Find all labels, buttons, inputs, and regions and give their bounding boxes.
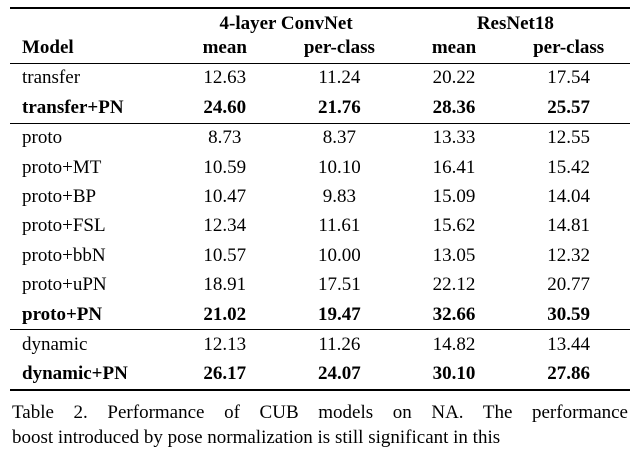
value-cell: 13.05 bbox=[432, 244, 476, 266]
value-cell: 10.59 bbox=[203, 156, 247, 178]
table-row-dynamic-pn: dynamic+PN 26.17 24.07 30.10 27.86 bbox=[10, 359, 630, 392]
value-cell: 15.09 bbox=[432, 185, 476, 207]
column-header-convnet-per-class: per-class bbox=[278, 35, 401, 64]
value-cell: 22.12 bbox=[432, 274, 476, 296]
value-cell: 10.47 bbox=[203, 185, 247, 207]
results-table: 4-layer ConvNet ResNet18 Model mean per-… bbox=[10, 7, 630, 392]
model-cell: dynamic+PN bbox=[10, 359, 172, 392]
value-cell: 10.00 bbox=[317, 244, 361, 266]
value-cell: 10.10 bbox=[317, 156, 361, 178]
table-row-proto-pn: proto+PN 21.02 19.47 32.66 30.59 bbox=[10, 300, 630, 330]
value-cell: 24.07 bbox=[278, 359, 401, 392]
table-caption: Table 2. Performance of CUB models on NA… bbox=[10, 400, 630, 450]
caption-line-1: Table 2. Performance of CUB models on NA… bbox=[12, 402, 628, 424]
table-row-dynamic: dynamic 12.13 11.26 14.82 13.44 bbox=[10, 329, 630, 360]
group-header-convnet: 4-layer ConvNet bbox=[219, 12, 353, 34]
value-cell: 11.26 bbox=[278, 329, 401, 360]
value-cell: 12.32 bbox=[547, 244, 590, 266]
table-row-proto-bp: proto+BP 10.47 9.83 15.09 14.04 bbox=[10, 182, 630, 211]
value-cell: 15.42 bbox=[547, 156, 590, 178]
value-cell: 12.55 bbox=[507, 122, 630, 154]
table-row-transfer: transfer 12.63 11.24 20.22 17.54 bbox=[10, 63, 630, 93]
value-cell: 20.22 bbox=[432, 67, 476, 89]
value-cell: 9.83 bbox=[322, 185, 356, 207]
model-cell: proto bbox=[10, 122, 172, 154]
caption-line-2: boost introduced by pose normalization i… bbox=[12, 427, 501, 449]
value-cell: 27.86 bbox=[507, 359, 630, 392]
column-header-convnet-mean: mean bbox=[171, 35, 278, 64]
group-header-resnet18: ResNet18 bbox=[476, 12, 554, 34]
model-cell: proto+FSL bbox=[22, 215, 106, 237]
value-cell: 13.44 bbox=[507, 329, 630, 360]
column-header-resnet-per-class: per-class bbox=[507, 35, 630, 64]
model-cell: proto+uPN bbox=[22, 274, 107, 296]
value-cell: 21.02 bbox=[203, 303, 247, 325]
table-row-proto-upn: proto+uPN 18.91 17.51 22.12 20.77 bbox=[10, 271, 630, 300]
model-cell: proto+BP bbox=[22, 185, 97, 207]
table-row-proto-bbn: proto+bbN 10.57 10.00 13.05 12.32 bbox=[10, 241, 630, 270]
value-cell: 14.82 bbox=[400, 329, 508, 360]
table-header: 4-layer ConvNet ResNet18 Model mean per-… bbox=[10, 8, 630, 64]
table-row-transfer-pn: transfer+PN 24.60 21.76 28.36 25.57 bbox=[10, 93, 630, 123]
value-cell: 17.54 bbox=[547, 67, 590, 89]
value-cell: 20.77 bbox=[547, 274, 590, 296]
value-cell: 32.66 bbox=[432, 303, 476, 325]
column-header-resnet-mean: mean bbox=[400, 35, 508, 64]
value-cell: 21.76 bbox=[317, 96, 361, 118]
table-row-proto-fsl: proto+FSL 12.34 11.61 15.62 14.81 bbox=[10, 212, 630, 241]
model-cell: proto+MT bbox=[22, 156, 102, 178]
value-cell: 30.10 bbox=[400, 359, 508, 392]
value-cell: 18.91 bbox=[203, 274, 247, 296]
model-cell: transfer bbox=[22, 67, 81, 89]
column-header-row: Model mean per-class mean per-class bbox=[10, 35, 630, 64]
value-cell: 13.33 bbox=[400, 122, 508, 154]
value-cell: 24.60 bbox=[203, 96, 247, 118]
value-cell: 11.61 bbox=[318, 215, 361, 237]
value-cell: 19.47 bbox=[317, 303, 361, 325]
value-cell: 10.57 bbox=[203, 244, 247, 266]
value-cell: 26.17 bbox=[171, 359, 278, 392]
value-cell: 17.51 bbox=[317, 274, 361, 296]
value-cell: 8.73 bbox=[171, 122, 278, 154]
table-body: transfer 12.63 11.24 20.22 17.54 transfe… bbox=[10, 63, 630, 392]
value-cell: 12.34 bbox=[203, 215, 247, 237]
value-cell: 25.57 bbox=[547, 96, 590, 118]
value-cell: 14.81 bbox=[547, 215, 590, 237]
group-header-row: 4-layer ConvNet ResNet18 bbox=[10, 8, 630, 36]
model-cell: proto+PN bbox=[22, 303, 103, 325]
table-row-proto: proto 8.73 8.37 13.33 12.55 bbox=[10, 122, 630, 154]
column-header-model: Model bbox=[10, 35, 172, 64]
table-row-proto-mt: proto+MT 10.59 10.10 16.41 15.42 bbox=[10, 153, 630, 182]
value-cell: 30.59 bbox=[547, 303, 590, 325]
value-cell: 14.04 bbox=[547, 185, 590, 207]
value-cell: 12.63 bbox=[203, 67, 247, 89]
value-cell: 11.24 bbox=[318, 67, 361, 89]
value-cell: 8.37 bbox=[278, 122, 401, 154]
model-cell: dynamic bbox=[10, 329, 172, 360]
value-cell: 28.36 bbox=[432, 96, 476, 118]
value-cell: 16.41 bbox=[432, 156, 476, 178]
value-cell: 12.13 bbox=[171, 329, 278, 360]
value-cell: 15.62 bbox=[432, 215, 476, 237]
model-cell: proto+bbN bbox=[22, 244, 106, 266]
model-cell: transfer+PN bbox=[22, 96, 124, 118]
group-header-spacer bbox=[10, 8, 171, 36]
